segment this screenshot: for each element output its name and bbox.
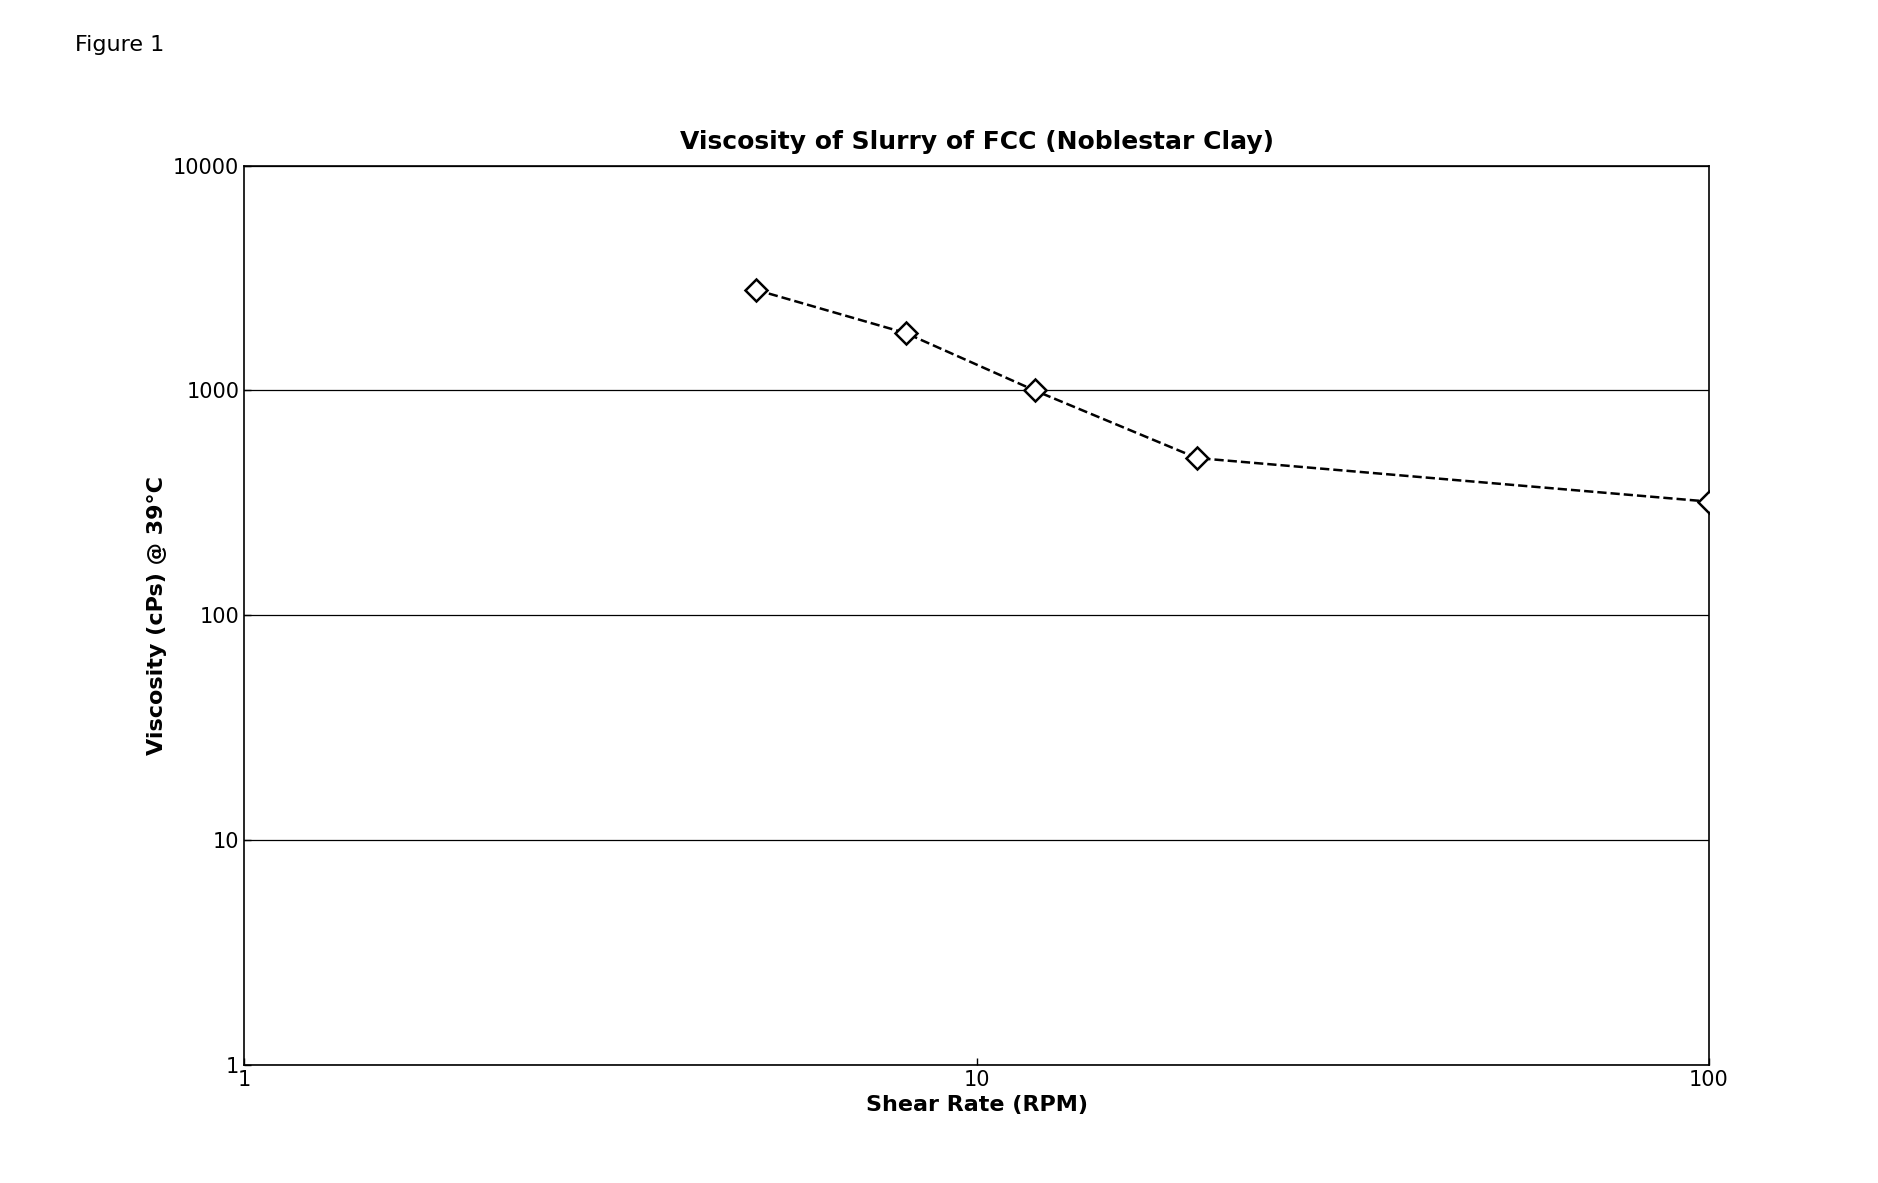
X-axis label: Shear Rate (RPM): Shear Rate (RPM) (866, 1095, 1087, 1116)
Title: Viscosity of Slurry of FCC (Noblestar Clay): Viscosity of Slurry of FCC (Noblestar Cl… (680, 130, 1273, 154)
Text: Figure 1: Figure 1 (75, 35, 165, 56)
Y-axis label: Viscosity (cPs) @ 39°C: Viscosity (cPs) @ 39°C (148, 476, 167, 755)
